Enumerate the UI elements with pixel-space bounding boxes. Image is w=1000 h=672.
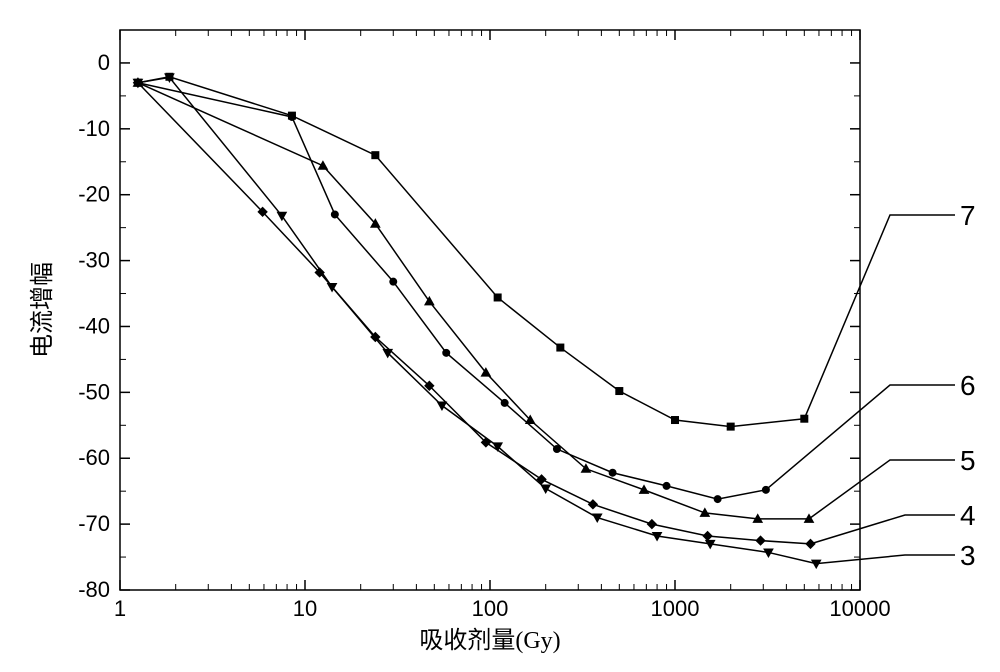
- series-line-4: [138, 83, 811, 544]
- y-tick-label: -80: [78, 577, 110, 602]
- callout-label-4: 4: [960, 500, 976, 531]
- chart-svg: 1 10 100 1000 10000 -80 -70 -60 -50 -40 -30 -20 -10 0…: [0, 0, 1000, 672]
- x-tick-label: 100: [472, 596, 509, 621]
- y-tick-label: -70: [78, 511, 110, 536]
- y-tick-label: -10: [78, 116, 110, 141]
- callout-leader-5: [809, 460, 955, 519]
- y-tick-label: -40: [78, 313, 110, 338]
- callout-leader-7: [804, 215, 955, 419]
- x-tick-label: 1000: [651, 596, 700, 621]
- series-line-6: [138, 83, 766, 499]
- y-tick-label: -50: [78, 379, 110, 404]
- callout-label-5: 5: [960, 445, 976, 476]
- y-tick-label: -20: [78, 182, 110, 207]
- callout-label-7: 7: [960, 200, 976, 231]
- series-line-5: [138, 83, 809, 519]
- x-tick-label: 10000: [829, 596, 890, 621]
- chart-container: 1 10 100 1000 10000 -80 -70 -60 -50 -40 -30 -20 -10 0…: [0, 0, 1000, 672]
- y-axis-label: 电流增幅: [29, 262, 56, 358]
- y-tick-label: -60: [78, 445, 110, 470]
- y-tick-label: 0: [98, 50, 110, 75]
- x-axis-label: 吸收剂量(Gy): [419, 627, 560, 654]
- x-tick-label: 10: [293, 596, 317, 621]
- callout-leader-3: [816, 555, 955, 564]
- y-tick-label: -30: [78, 248, 110, 273]
- callout-label-6: 6: [960, 370, 976, 401]
- x-tick-label: 1: [114, 596, 126, 621]
- series-line-3: [138, 77, 816, 563]
- callout-label-3: 3: [960, 540, 976, 571]
- plot-box: [120, 30, 860, 590]
- callout-leader-4: [810, 515, 955, 544]
